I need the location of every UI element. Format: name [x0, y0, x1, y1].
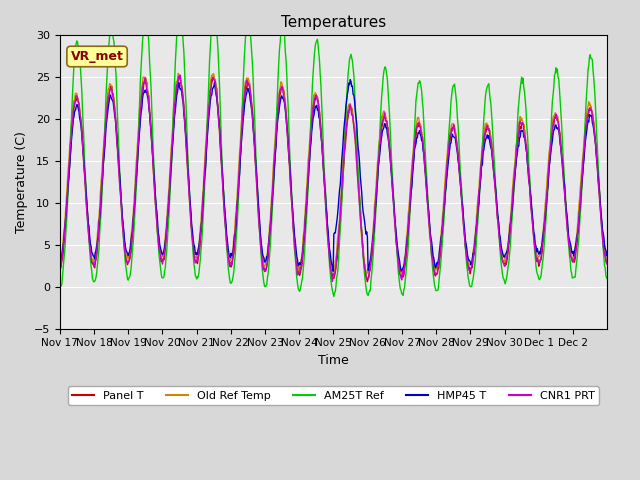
CNR1 PRT — [177, 72, 184, 78]
Line: CNR1 PRT: CNR1 PRT — [60, 75, 607, 281]
Old Ref Temp — [56, 264, 63, 269]
HMP45 T — [120, 229, 128, 235]
Old Ref Temp — [604, 258, 611, 264]
CNR1 PRT — [392, 225, 399, 231]
AM25T Ref — [120, 243, 128, 249]
Panel T — [269, 182, 277, 188]
AM25T Ref — [604, 276, 611, 282]
CNR1 PRT — [328, 278, 336, 284]
Panel T — [392, 222, 399, 228]
HMP45 T — [604, 249, 611, 254]
Panel T — [175, 72, 183, 78]
Old Ref Temp — [269, 166, 277, 171]
Panel T — [364, 279, 371, 285]
Old Ref Temp — [174, 71, 182, 76]
AM25T Ref — [422, 164, 430, 169]
CNR1 PRT — [269, 180, 277, 185]
Panel T — [422, 176, 430, 181]
Old Ref Temp — [330, 274, 337, 279]
AM25T Ref — [392, 222, 399, 228]
Line: Panel T: Panel T — [60, 75, 607, 282]
Line: Old Ref Temp: Old Ref Temp — [60, 73, 607, 276]
Panel T — [56, 266, 63, 272]
Panel T — [120, 235, 128, 240]
AM25T Ref — [330, 294, 338, 300]
HMP45 T — [392, 220, 399, 226]
AM25T Ref — [221, 222, 229, 228]
Old Ref Temp — [422, 180, 430, 185]
AM25T Ref — [248, 60, 256, 66]
Y-axis label: Temperature (C): Temperature (C) — [15, 131, 28, 233]
HMP45 T — [269, 194, 276, 200]
CNR1 PRT — [120, 240, 128, 245]
Old Ref Temp — [392, 226, 399, 232]
HMP45 T — [422, 176, 430, 182]
Panel T — [604, 257, 611, 263]
AM25T Ref — [269, 191, 277, 197]
CNR1 PRT — [604, 260, 611, 266]
Old Ref Temp — [120, 239, 128, 245]
Old Ref Temp — [248, 114, 256, 120]
CNR1 PRT — [248, 116, 256, 121]
HMP45 T — [346, 77, 354, 83]
AM25T Ref — [56, 283, 63, 289]
HMP45 T — [221, 205, 228, 211]
Title: Temperatures: Temperatures — [281, 15, 386, 30]
CNR1 PRT — [221, 222, 229, 228]
HMP45 T — [56, 255, 63, 261]
Line: AM25T Ref: AM25T Ref — [60, 10, 607, 297]
Legend: Panel T, Old Ref Temp, AM25T Ref, HMP45 T, CNR1 PRT: Panel T, Old Ref Temp, AM25T Ref, HMP45 … — [68, 386, 599, 405]
X-axis label: Time: Time — [318, 354, 349, 367]
Text: VR_met: VR_met — [70, 50, 124, 63]
Panel T — [248, 108, 256, 113]
CNR1 PRT — [56, 266, 63, 272]
CNR1 PRT — [422, 181, 430, 187]
HMP45 T — [248, 108, 255, 113]
AM25T Ref — [176, 7, 184, 13]
Old Ref Temp — [221, 222, 229, 228]
Line: HMP45 T: HMP45 T — [60, 80, 607, 271]
HMP45 T — [330, 268, 337, 274]
Panel T — [221, 219, 229, 225]
